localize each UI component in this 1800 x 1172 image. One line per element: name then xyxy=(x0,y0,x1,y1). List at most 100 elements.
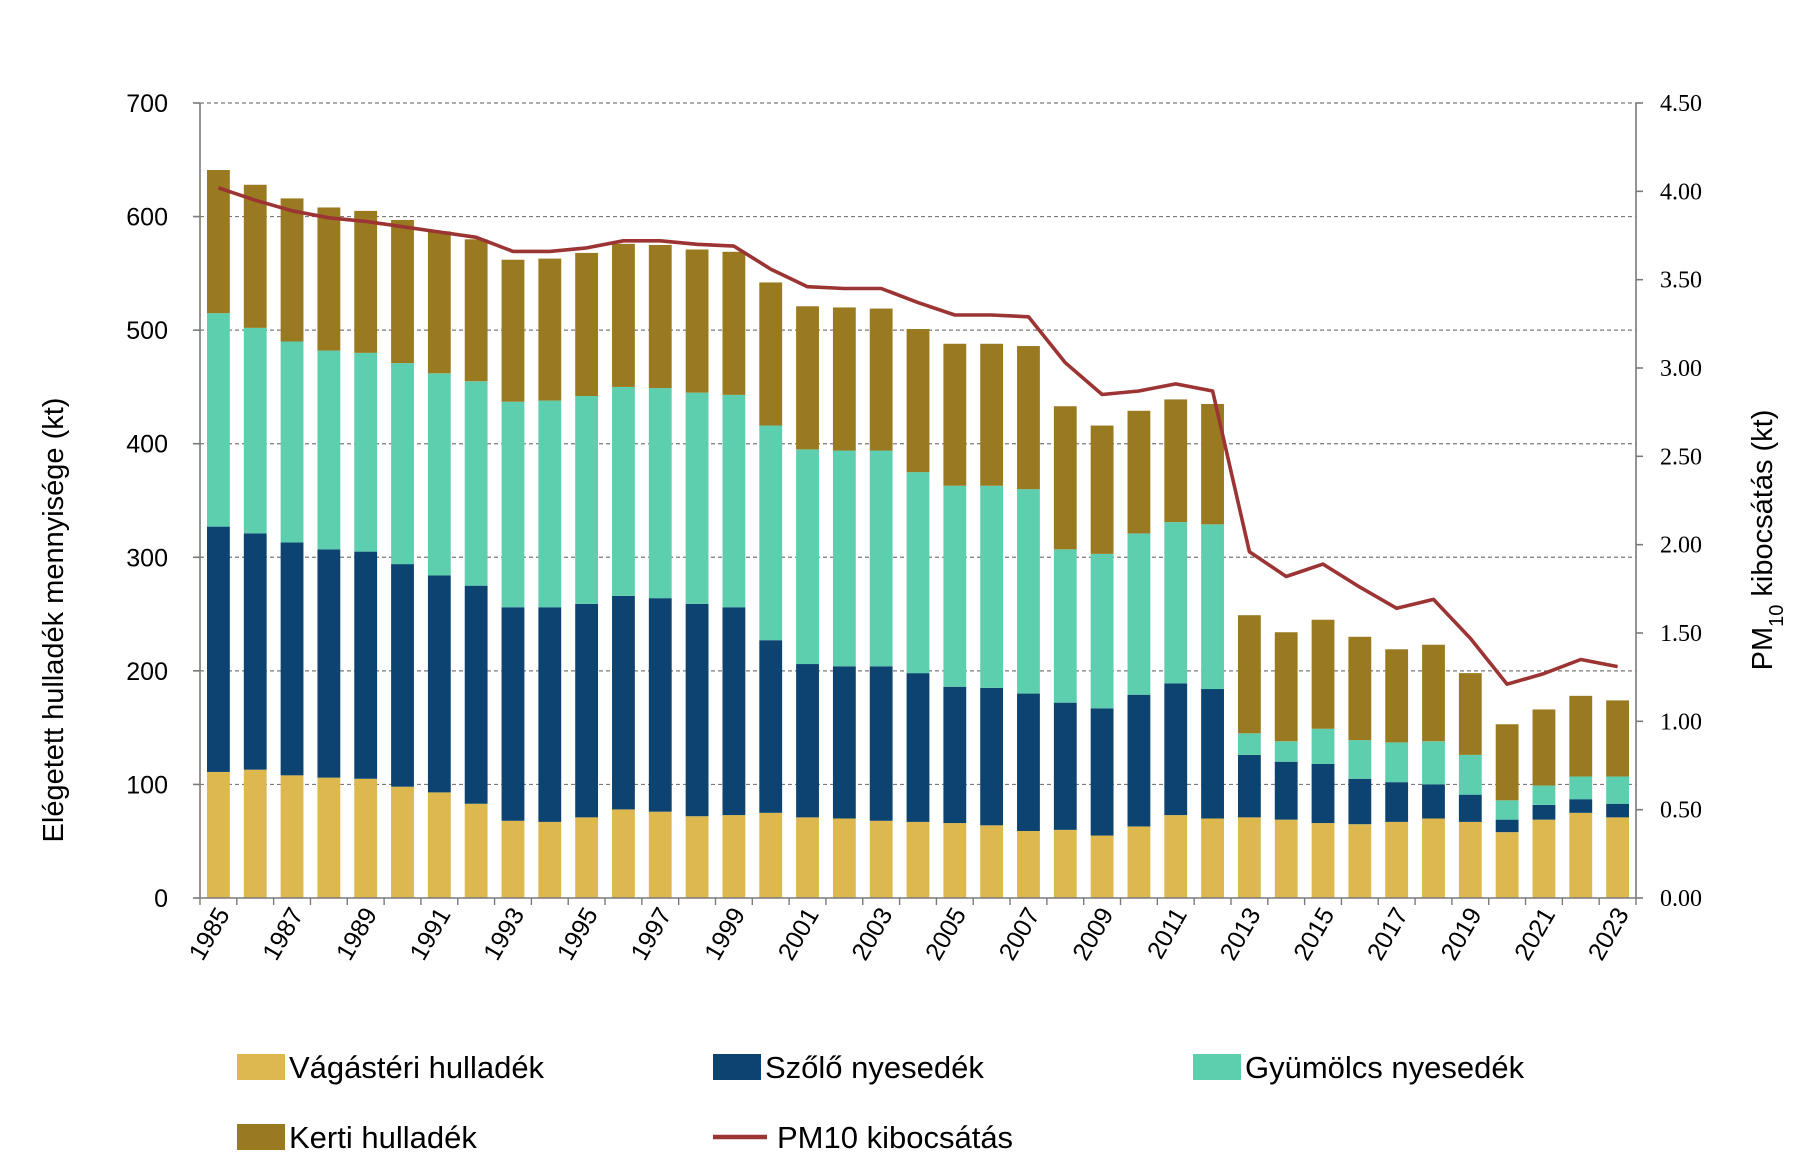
bar-segment xyxy=(1164,815,1188,898)
bar-segment xyxy=(796,306,819,450)
right-tick-label: 0.00 xyxy=(1660,886,1702,912)
bar-segment xyxy=(1385,649,1409,743)
bar-segment xyxy=(612,386,635,596)
bar-segment xyxy=(1422,818,1445,898)
bar-segment xyxy=(1532,819,1556,898)
x-tick-label: 1993 xyxy=(478,903,530,965)
x-tick-label: 2015 xyxy=(1288,903,1340,965)
bar-segment xyxy=(317,207,341,351)
x-tick-label: 2021 xyxy=(1509,903,1561,965)
bar-segment xyxy=(1348,824,1372,898)
bar-segment xyxy=(501,401,525,608)
x-axis-ticks: 1985 1987 1989 1991 1993 1995 1997 1999 2001 2003… xyxy=(184,898,1637,965)
x-tick-label: 2019 xyxy=(1435,903,1487,965)
bar-segment xyxy=(648,388,672,599)
bar-segment xyxy=(1495,819,1519,833)
bar-segment xyxy=(1127,533,1151,695)
bar-segment xyxy=(759,282,783,426)
x-tick-label: 2001 xyxy=(773,903,825,965)
bar-segment xyxy=(832,450,856,667)
bar-segment xyxy=(575,396,599,604)
bar-segment xyxy=(1201,403,1224,525)
left-tick-label: 400 xyxy=(126,431,168,459)
bar-segment xyxy=(575,817,599,898)
bar-segment xyxy=(1569,812,1593,898)
bar-segment xyxy=(1127,410,1151,534)
bar-segment xyxy=(1532,785,1556,805)
bar-segment xyxy=(280,775,304,898)
bar-segment xyxy=(869,450,893,667)
bar-segment xyxy=(464,803,488,898)
bar-segment xyxy=(1348,740,1372,779)
bar-segment xyxy=(1311,823,1335,898)
bar-segment xyxy=(1311,619,1335,729)
bar-segment xyxy=(869,820,893,898)
legend-label: Szőlő nyesedék xyxy=(765,1050,984,1085)
bar-segment xyxy=(1017,830,1040,898)
bar-segment xyxy=(612,809,635,898)
bar-segment xyxy=(1274,761,1298,820)
x-tick-label: 2017 xyxy=(1362,903,1414,965)
legend-label: Gyümölcs nyesedék xyxy=(1245,1050,1525,1085)
x-tick-label: 2011 xyxy=(1142,903,1193,964)
bar-segment xyxy=(1053,406,1077,550)
bar-segment xyxy=(1201,689,1224,819)
left-axis-ticks: 0 100 200 300 400 500 600 700 xyxy=(126,90,200,913)
bar-segment xyxy=(832,666,856,819)
pm10-line xyxy=(217,186,1618,687)
bar-segment xyxy=(391,786,414,898)
bar-segment xyxy=(1017,693,1040,831)
bar-segment xyxy=(464,381,488,586)
bar-segment xyxy=(1090,708,1114,836)
legend-swatch xyxy=(1193,1054,1241,1080)
bar-segment xyxy=(243,184,267,328)
right-tick-label: 4.00 xyxy=(1660,179,1702,205)
x-tick-label: 1991 xyxy=(404,903,456,965)
legend-swatch xyxy=(237,1124,285,1150)
legend-label: Vágástéri hulladék xyxy=(289,1050,545,1085)
bar-segment xyxy=(1458,821,1482,898)
bar-segment xyxy=(501,820,525,898)
pm10-line-series xyxy=(217,186,1618,687)
right-tick-label: 1.50 xyxy=(1660,621,1702,647)
bar-segment xyxy=(538,400,562,608)
bar-segment xyxy=(1311,728,1335,764)
bar-segment xyxy=(501,607,525,821)
x-tick-label: 1989 xyxy=(331,903,383,965)
bar-segment xyxy=(1385,821,1409,898)
bar-segment xyxy=(943,485,967,687)
bar-segment xyxy=(538,821,562,898)
bar-segment xyxy=(1495,800,1519,820)
bar-segment xyxy=(685,392,709,604)
bar-segment xyxy=(1274,819,1298,898)
bar-segment xyxy=(796,664,819,818)
bar-segment xyxy=(1569,695,1593,777)
right-axis-title: PM10 kibocsátás (kt) xyxy=(1747,410,1788,671)
axes xyxy=(199,103,1637,899)
bar-segment xyxy=(354,352,378,552)
bar-segment xyxy=(943,686,967,824)
left-axis-title: Elégetett hulladék mennyisége (kt) xyxy=(38,398,70,843)
bar-segment xyxy=(722,394,746,608)
bar-segment xyxy=(280,341,304,543)
bar-segment xyxy=(1348,636,1372,741)
bar-segment xyxy=(612,243,635,387)
bar-segment xyxy=(575,252,599,397)
bar-segment xyxy=(243,533,267,770)
bar-segment xyxy=(1606,817,1630,898)
bar-segment xyxy=(1127,826,1151,898)
bar-segment xyxy=(206,313,230,527)
right-tick-label: 3.00 xyxy=(1660,356,1702,382)
bar-segment xyxy=(354,778,378,898)
left-tick-label: 700 xyxy=(126,90,168,118)
bar-segment xyxy=(980,485,1004,688)
bar-segment xyxy=(1237,754,1261,818)
right-tick-label: 4.50 xyxy=(1660,91,1702,117)
right-tick-label: 2.00 xyxy=(1660,533,1702,559)
bar-segment xyxy=(759,812,783,898)
bar-segment xyxy=(685,249,709,393)
bar-segment xyxy=(1201,818,1224,898)
legend-swatch xyxy=(237,1054,285,1080)
bar-segment xyxy=(980,343,1004,486)
x-tick-label: 2009 xyxy=(1067,903,1119,965)
